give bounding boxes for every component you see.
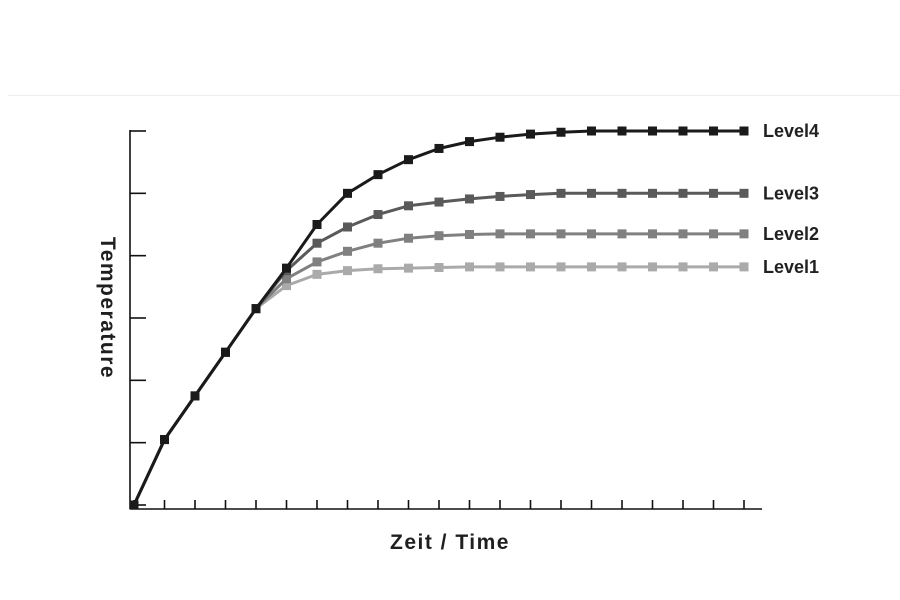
- data-point: [587, 126, 596, 136]
- data-point: [495, 262, 505, 272]
- data-point: [587, 188, 596, 198]
- data-point: [617, 262, 627, 272]
- series-level1: [129, 262, 749, 510]
- data-point: [617, 229, 627, 239]
- top-divider-line: [8, 95, 900, 96]
- series-label-level3: Level3: [763, 183, 819, 203]
- data-point: [678, 229, 688, 239]
- data-point: [648, 229, 657, 239]
- labels-layer: Level1 Level2 Level3 Level4: [763, 121, 819, 277]
- series-line: [132, 129, 744, 506]
- data-point: [556, 188, 566, 198]
- data-point: [495, 191, 505, 201]
- data-point: [465, 229, 474, 239]
- data-point: [556, 262, 566, 272]
- series-label-level4: Level4: [763, 121, 819, 141]
- data-point: [373, 170, 383, 180]
- data-point: [282, 274, 291, 284]
- data-point: [312, 238, 322, 248]
- data-point: [617, 126, 627, 136]
- data-point: [739, 229, 749, 239]
- data-point: [465, 194, 474, 204]
- data-point: [404, 201, 413, 211]
- data-point: [709, 188, 718, 198]
- data-point: [678, 262, 688, 272]
- data-point: [526, 262, 535, 272]
- data-point: [312, 220, 322, 229]
- data-point: [495, 229, 505, 239]
- data-point: [739, 126, 749, 136]
- data-point: [678, 126, 688, 136]
- data-point: [648, 126, 657, 136]
- data-point: [434, 197, 444, 207]
- data-point: [129, 500, 139, 510]
- data-point: [556, 127, 566, 137]
- data-point: [526, 129, 535, 139]
- data-point: [404, 233, 413, 243]
- data-point: [709, 126, 718, 136]
- data-point: [373, 210, 383, 220]
- data-point: [526, 190, 535, 200]
- data-point: [343, 246, 352, 256]
- data-point: [404, 263, 413, 273]
- axes: [129, 130, 762, 510]
- data-point: [709, 262, 718, 272]
- data-point: [373, 238, 383, 248]
- data-point: [404, 155, 413, 165]
- series-label-level2: Level2: [763, 224, 819, 244]
- data-point: [556, 229, 566, 239]
- data-point: [221, 347, 230, 357]
- data-point: [434, 231, 444, 241]
- data-point: [587, 229, 596, 239]
- data-point: [617, 188, 627, 198]
- series-layer: [129, 126, 749, 510]
- data-point: [343, 266, 352, 276]
- data-point: [678, 188, 688, 198]
- data-point: [160, 435, 169, 445]
- data-point: [312, 257, 322, 267]
- x-axis-title: Zeit / Time: [390, 531, 510, 554]
- data-point: [434, 263, 444, 273]
- data-point: [465, 262, 474, 272]
- data-point: [282, 281, 291, 291]
- data-point: [434, 143, 444, 153]
- data-point: [648, 188, 657, 198]
- data-point: [465, 137, 474, 147]
- series-level4: [129, 126, 749, 510]
- data-point: [343, 222, 352, 232]
- data-point: [739, 262, 749, 272]
- data-point: [587, 262, 596, 272]
- data-point: [190, 391, 200, 401]
- series-line: [132, 265, 744, 506]
- data-point: [373, 264, 383, 274]
- data-point: [312, 269, 322, 279]
- data-point: [282, 263, 291, 273]
- data-point: [495, 132, 505, 142]
- data-point: [648, 262, 657, 272]
- series-line: [132, 232, 744, 506]
- y-axis-title: Temperature: [96, 237, 119, 379]
- data-point: [739, 188, 749, 198]
- data-point: [343, 188, 352, 198]
- series-label-level1: Level1: [763, 257, 819, 277]
- data-point: [251, 304, 261, 314]
- data-point: [526, 229, 535, 239]
- data-point: [709, 229, 718, 239]
